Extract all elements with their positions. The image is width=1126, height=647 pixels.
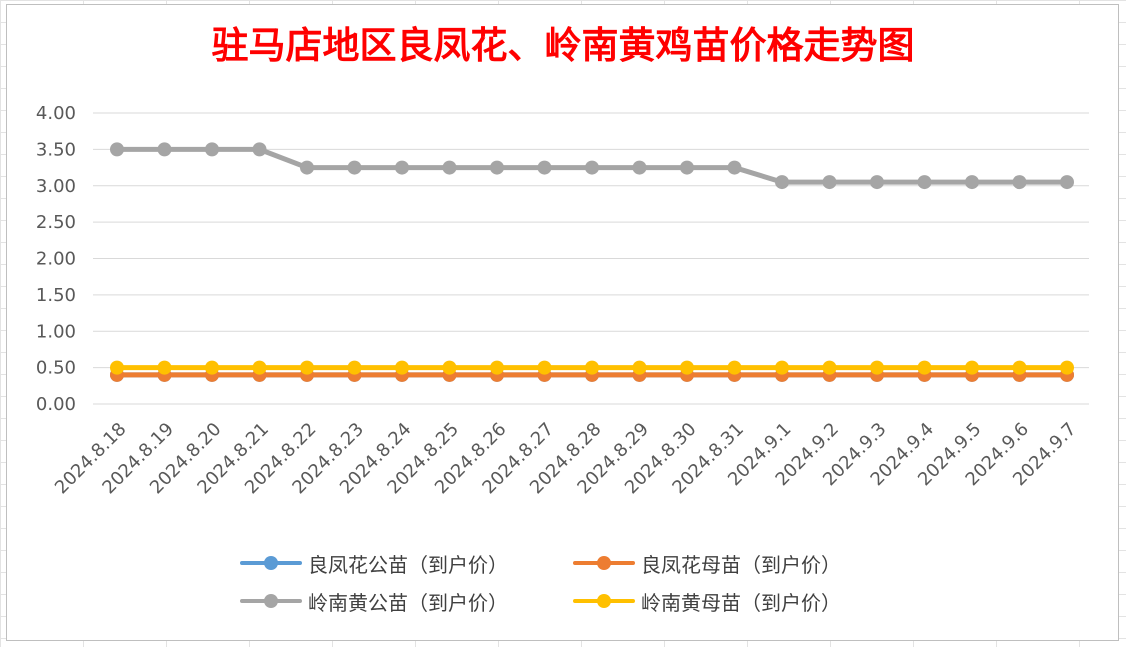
data-point xyxy=(442,360,457,375)
y-tick-label: 4.00 xyxy=(36,103,76,124)
data-point xyxy=(965,360,979,375)
data-point xyxy=(252,360,267,375)
data-point xyxy=(300,160,314,175)
series-3 xyxy=(110,360,1074,375)
data-point xyxy=(727,160,742,175)
legend-swatch xyxy=(573,591,635,611)
legend-marker xyxy=(597,594,611,608)
legend-marker xyxy=(264,594,278,608)
legend-label: 岭南黄公苗（到户价） xyxy=(308,590,508,615)
data-point xyxy=(205,142,219,157)
legend-marker xyxy=(264,556,278,570)
data-point xyxy=(395,360,409,375)
series-layer xyxy=(110,142,1074,382)
data-point xyxy=(110,142,124,157)
gridlines xyxy=(93,112,1089,405)
legend-swatch xyxy=(240,553,302,573)
legend-swatch xyxy=(573,553,635,573)
data-point xyxy=(632,160,647,175)
series-2 xyxy=(110,142,1074,190)
data-point xyxy=(822,360,837,375)
y-tick-label: 1.50 xyxy=(36,285,76,306)
y-tick-label: 2.00 xyxy=(36,249,76,270)
data-point xyxy=(252,142,267,157)
data-point xyxy=(727,360,742,375)
data-point xyxy=(300,360,314,375)
legend-item-liangfenghua-male[interactable]: 良凤花公苗（到户价） xyxy=(240,546,508,580)
data-point xyxy=(347,160,362,175)
chart-area[interactable] xyxy=(6,4,1119,641)
data-point xyxy=(537,160,552,175)
data-point xyxy=(870,360,884,375)
data-point xyxy=(775,175,789,190)
data-point xyxy=(917,360,932,375)
data-point xyxy=(537,360,552,375)
data-point xyxy=(585,360,599,375)
data-point xyxy=(490,360,504,375)
data-point xyxy=(1060,175,1074,190)
data-point xyxy=(395,160,409,175)
data-point xyxy=(205,360,219,375)
y-tick-label: 0.00 xyxy=(36,394,76,415)
data-point xyxy=(157,142,172,157)
data-point xyxy=(490,160,504,175)
data-point xyxy=(1060,360,1074,375)
y-tick-label: 0.50 xyxy=(36,358,76,379)
data-point xyxy=(157,360,172,375)
data-point xyxy=(110,360,124,375)
data-point xyxy=(347,360,362,375)
legend-label: 良凤花母苗（到户价） xyxy=(641,552,841,577)
y-tick-label: 3.50 xyxy=(36,139,76,160)
data-point xyxy=(1012,360,1027,375)
data-point xyxy=(870,175,884,190)
data-point xyxy=(775,360,789,375)
data-point xyxy=(442,160,457,175)
data-point xyxy=(1012,175,1027,190)
chart-title: 驻马店地区良凤花、岭南黄鸡苗价格走势图 xyxy=(211,23,915,67)
legend-item-lingnanhuang-male[interactable]: 岭南黄公苗（到户价） xyxy=(240,584,508,618)
y-axis-tick-labels: 0.00 0.50 1.00 1.50 2.00 2.50 3.00 3.50 4.00 xyxy=(36,103,76,415)
y-tick-label: 3.00 xyxy=(36,176,76,197)
legend-label: 岭南黄母苗（到户价） xyxy=(641,590,841,615)
data-point xyxy=(965,175,979,190)
legend-marker xyxy=(597,556,611,570)
y-tick-label: 2.50 xyxy=(36,212,76,233)
legend-item-liangfenghua-female[interactable]: 良凤花母苗（到户价） xyxy=(573,546,841,580)
data-point xyxy=(917,175,932,190)
data-point xyxy=(585,160,599,175)
data-point xyxy=(680,160,694,175)
x-axis-tick-labels: 2024.8.182024.8.192024.8.202024.8.212024… xyxy=(51,419,1081,499)
legend-item-lingnanhuang-female[interactable]: 岭南黄母苗（到户价） xyxy=(573,584,841,618)
legend-swatch xyxy=(240,591,302,611)
data-point xyxy=(680,360,694,375)
legend-label: 良凤花公苗（到户价） xyxy=(308,552,508,577)
data-point xyxy=(822,175,837,190)
y-tick-label: 1.00 xyxy=(36,321,76,342)
data-point xyxy=(632,360,647,375)
